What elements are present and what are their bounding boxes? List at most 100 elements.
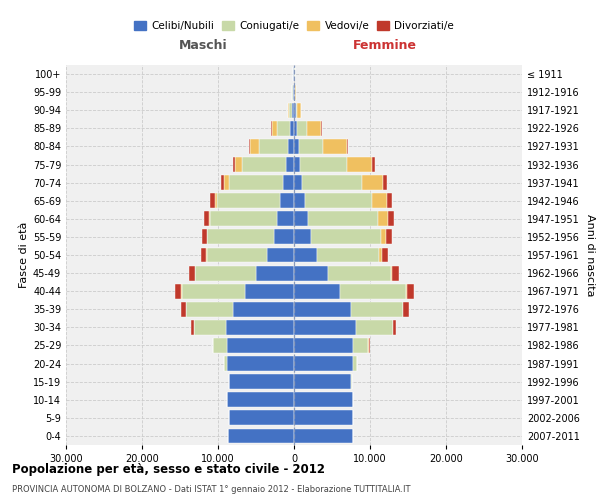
Bar — [377, 212, 388, 226]
Bar — [272, 121, 277, 136]
Bar — [294, 356, 353, 371]
Text: PROVINCIA AUTONOMA DI BOLZANO - Dati ISTAT 1° gennaio 2012 - Elaborazione TUTTIT: PROVINCIA AUTONOMA DI BOLZANO - Dati IST… — [12, 485, 410, 494]
Bar — [224, 175, 229, 190]
Bar — [347, 157, 372, 172]
Bar — [294, 320, 356, 335]
Legend: Celibi/Nubili, Coniugati/e, Vedovi/e, Divorziati/e: Celibi/Nubili, Coniugati/e, Vedovi/e, Di… — [130, 17, 458, 36]
Bar — [181, 302, 186, 316]
Bar — [245, 284, 294, 298]
Bar — [227, 392, 294, 407]
Bar — [386, 230, 392, 244]
Bar — [382, 248, 388, 262]
Bar — [388, 194, 392, 208]
Bar — [340, 284, 406, 298]
Bar — [371, 194, 388, 208]
Bar — [294, 121, 297, 136]
Bar — [200, 248, 206, 262]
Bar — [286, 157, 294, 172]
Bar — [294, 266, 328, 280]
Bar — [388, 212, 394, 226]
Bar — [221, 175, 224, 190]
Bar — [300, 157, 347, 172]
Bar — [227, 338, 294, 353]
Bar — [280, 194, 294, 208]
Bar — [195, 266, 256, 280]
Text: Maschi: Maschi — [178, 38, 227, 52]
Bar — [206, 248, 268, 262]
Bar — [294, 338, 353, 353]
Bar — [292, 103, 294, 118]
Bar — [249, 139, 250, 154]
Bar — [347, 139, 349, 154]
Bar — [392, 266, 399, 280]
Bar — [296, 103, 298, 118]
Bar — [383, 175, 387, 190]
Bar — [294, 284, 340, 298]
Bar — [228, 428, 294, 444]
Bar — [202, 230, 207, 244]
Bar — [224, 356, 227, 371]
Bar — [351, 374, 352, 389]
Bar — [268, 248, 294, 262]
Bar — [305, 194, 371, 208]
Bar — [302, 175, 362, 190]
Bar — [308, 212, 377, 226]
Bar — [294, 84, 295, 100]
Text: Femmine: Femmine — [353, 38, 417, 52]
Bar — [353, 338, 368, 353]
Bar — [204, 212, 209, 226]
Text: Popolazione per età, sesso e stato civile - 2012: Popolazione per età, sesso e stato civil… — [12, 462, 325, 475]
Bar — [294, 302, 351, 316]
Bar — [186, 302, 233, 316]
Bar — [294, 194, 305, 208]
Bar — [215, 194, 217, 208]
Bar — [294, 428, 353, 444]
Bar — [299, 139, 323, 154]
Bar — [188, 266, 195, 280]
Bar — [294, 212, 308, 226]
Bar — [274, 230, 294, 244]
Bar — [356, 320, 393, 335]
Bar — [294, 374, 351, 389]
Bar — [294, 103, 296, 118]
Bar — [209, 212, 211, 226]
Bar — [211, 212, 277, 226]
Bar — [380, 230, 386, 244]
Bar — [393, 320, 396, 335]
Bar — [294, 410, 353, 426]
Bar — [277, 212, 294, 226]
Bar — [207, 230, 208, 244]
Y-axis label: Fasce di età: Fasce di età — [19, 222, 29, 288]
Bar — [295, 84, 296, 100]
Bar — [293, 66, 294, 82]
Bar — [391, 266, 392, 280]
Bar — [372, 157, 375, 172]
Bar — [175, 284, 181, 298]
Bar — [235, 157, 242, 172]
Bar — [229, 410, 294, 426]
Bar — [294, 175, 302, 190]
Bar — [191, 320, 194, 335]
Bar — [194, 320, 226, 335]
Bar — [233, 302, 294, 316]
Bar — [250, 139, 259, 154]
Bar — [208, 230, 274, 244]
Bar — [297, 121, 307, 136]
Y-axis label: Anni di nascita: Anni di nascita — [585, 214, 595, 296]
Bar — [320, 121, 322, 136]
Bar — [293, 84, 294, 100]
Bar — [256, 266, 294, 280]
Bar — [406, 284, 407, 298]
Bar — [294, 230, 311, 244]
Bar — [288, 139, 294, 154]
Bar — [323, 139, 347, 154]
Bar — [298, 103, 301, 118]
Bar — [379, 248, 382, 262]
Bar — [292, 84, 293, 100]
Bar — [182, 284, 245, 298]
Bar — [289, 103, 292, 118]
Bar — [217, 194, 280, 208]
Bar — [407, 284, 415, 298]
Bar — [242, 157, 286, 172]
Bar — [294, 392, 353, 407]
